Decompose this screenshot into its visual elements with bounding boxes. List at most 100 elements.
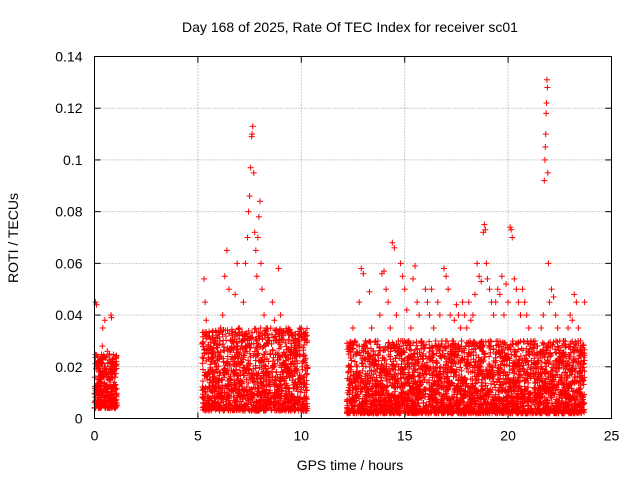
data-point — [581, 299, 588, 306]
data-point — [481, 221, 488, 228]
data-point — [304, 370, 311, 377]
data-point — [428, 286, 435, 293]
data-point — [548, 286, 555, 293]
data-point — [472, 291, 479, 298]
data-point — [99, 387, 106, 394]
data-point — [107, 359, 114, 366]
data-point — [571, 291, 578, 298]
data-point — [549, 364, 556, 371]
data-point — [199, 339, 206, 346]
data-point — [252, 385, 259, 392]
data-point — [277, 312, 284, 319]
data-point — [368, 325, 375, 331]
data-point — [256, 198, 263, 205]
data-point — [269, 299, 276, 306]
data-point — [277, 343, 284, 350]
x-tick-label: 25 — [604, 428, 620, 444]
data-point — [109, 356, 116, 363]
data-point — [541, 156, 548, 163]
data-point — [517, 312, 524, 319]
data-point — [106, 352, 113, 359]
data-point — [476, 273, 483, 280]
data-point — [99, 343, 106, 350]
data-point — [434, 299, 441, 306]
data-point — [465, 299, 472, 306]
data-point — [443, 273, 450, 280]
data-point — [496, 291, 503, 298]
y-tick-label: 0.04 — [55, 307, 82, 323]
data-point — [463, 325, 470, 331]
data-point — [483, 260, 490, 267]
data-point — [389, 239, 396, 246]
data-point — [399, 273, 406, 280]
data-point — [358, 265, 365, 272]
data-point — [376, 312, 383, 319]
data-point — [259, 286, 266, 293]
data-point — [478, 278, 485, 285]
data-point — [543, 110, 550, 117]
data-point — [102, 398, 109, 405]
y-tick-label: 0.12 — [55, 100, 82, 116]
data-point — [104, 389, 111, 396]
data-point — [538, 325, 545, 331]
data-point — [275, 265, 282, 272]
data-point — [544, 84, 551, 91]
x-tick-label: 15 — [397, 428, 413, 444]
data-point — [414, 299, 421, 306]
data-point — [252, 357, 259, 364]
y-tick-label: 0.14 — [55, 49, 82, 65]
data-point — [112, 374, 119, 381]
data-points — [91, 76, 588, 417]
data-point — [474, 260, 481, 267]
data-point — [567, 312, 574, 319]
data-point — [101, 404, 108, 411]
data-point — [350, 325, 356, 331]
data-point — [430, 325, 437, 331]
data-point — [92, 391, 99, 398]
data-point — [257, 260, 264, 267]
data-point — [541, 177, 548, 184]
y-tick-label: 0.06 — [55, 255, 82, 271]
data-point — [453, 301, 460, 308]
data-point — [565, 325, 572, 331]
data-point — [240, 299, 247, 306]
data-point — [575, 325, 582, 331]
data-point — [106, 377, 113, 384]
data-point — [445, 286, 452, 293]
data-point — [543, 76, 550, 83]
data-point — [101, 317, 108, 324]
data-point — [219, 341, 226, 348]
data-point — [447, 312, 454, 319]
data-point — [391, 244, 398, 251]
data-point — [244, 362, 251, 369]
data-point — [221, 273, 228, 280]
data-point — [360, 270, 367, 277]
data-point — [545, 260, 552, 267]
data-point — [500, 312, 507, 319]
data-point — [492, 299, 499, 306]
data-point — [111, 405, 118, 412]
x-tick-label: 10 — [294, 428, 310, 444]
data-point — [106, 365, 113, 372]
data-point — [387, 325, 394, 331]
data-point — [458, 337, 465, 344]
data-point — [232, 291, 239, 298]
data-point — [490, 312, 497, 319]
data-point — [252, 247, 259, 254]
data-point — [422, 286, 429, 293]
data-point — [110, 351, 117, 358]
data-point — [432, 337, 439, 344]
data-point — [550, 293, 557, 300]
data-point — [451, 317, 458, 324]
x-tick-label: 0 — [91, 428, 99, 444]
data-point — [525, 325, 532, 331]
data-point — [393, 312, 400, 319]
data-point — [204, 376, 211, 383]
data-point — [249, 123, 256, 130]
data-point — [102, 366, 109, 373]
data-point — [245, 208, 252, 215]
data-point — [219, 312, 226, 319]
data-point — [112, 362, 119, 369]
data-point — [523, 312, 530, 319]
